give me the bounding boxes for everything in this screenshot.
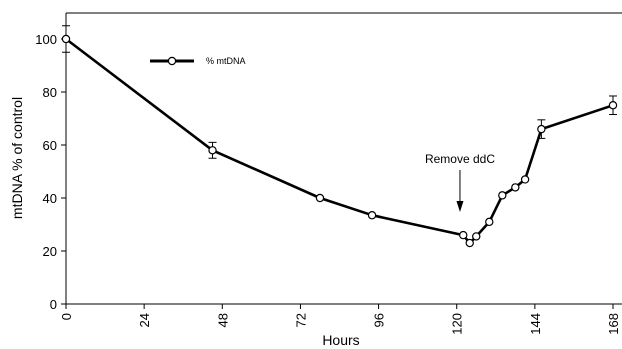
data-point: [511, 183, 520, 192]
data-point: [537, 124, 546, 134]
data-point: [608, 101, 618, 110]
y-tick-label: 0: [50, 297, 57, 312]
data-point: [208, 146, 217, 155]
legend: % mtDNA: [150, 56, 246, 66]
x-tick-label: 72: [293, 313, 308, 327]
series-line: [65, 37, 614, 245]
y-tick-label: 100: [35, 32, 57, 47]
y-axis-label: mtDNA % of control: [9, 97, 25, 219]
annotation-text: Remove ddC: [425, 152, 495, 166]
data-point: [367, 211, 377, 220]
x-tick-label: 120: [450, 313, 465, 335]
y-tick-label: 60: [43, 138, 57, 153]
data-point: [485, 217, 494, 227]
x-tick-label: 24: [137, 313, 152, 327]
data-point: [61, 34, 71, 44]
axes: [65, 12, 622, 305]
x-axis-ticks: 0 24 48 72 96 120 144 168: [59, 304, 621, 335]
x-tick-label: 96: [372, 313, 387, 327]
x-tick-label: 0: [59, 313, 74, 320]
y-axis-ticks: 0 20 40 60 80 100: [35, 32, 66, 312]
x-tick-label: 168: [606, 313, 621, 335]
data-point: [315, 193, 325, 203]
data-point: [472, 232, 481, 241]
annotation: Remove ddC: [425, 152, 495, 212]
legend-label: % mtDNA: [206, 56, 246, 66]
data-point: [465, 238, 474, 248]
data-point: [520, 175, 530, 184]
x-tick-label: 48: [215, 313, 230, 327]
series-group: [61, 34, 618, 248]
data-point: [459, 230, 468, 240]
y-tick-label: 40: [43, 191, 57, 206]
legend-marker: [167, 56, 177, 66]
annotation-arrow-head: [456, 201, 464, 212]
x-tick-label: 144: [528, 313, 543, 335]
y-tick-label: 80: [43, 85, 57, 100]
data-point: [498, 191, 507, 200]
error-bars: [62, 25, 617, 159]
x-axis-label: Hours: [322, 332, 359, 348]
y-tick-label: 20: [43, 244, 57, 259]
